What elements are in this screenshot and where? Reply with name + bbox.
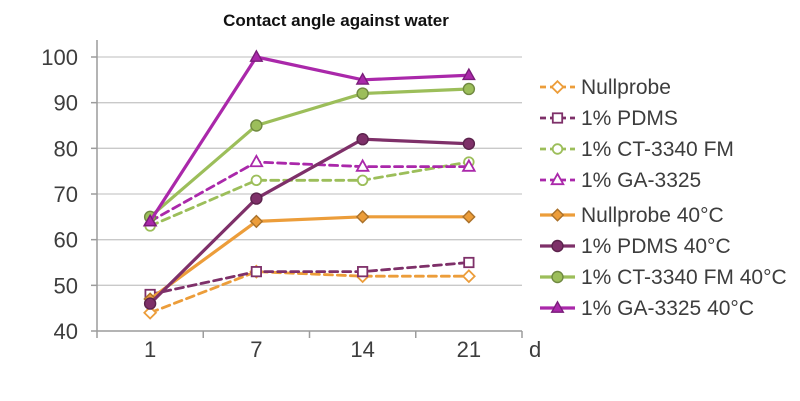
marker-circle — [551, 239, 564, 253]
series-1-ga-3325 — [142, 153, 477, 227]
x-tick-label: 1 — [144, 337, 156, 362]
marker-circle — [462, 82, 476, 96]
legend-item-label: 1% CT-3340 FM 40°C — [581, 266, 787, 289]
legend-item: Nullprobe 40°C — [540, 204, 724, 227]
series-nullprobe — [143, 264, 476, 320]
marker-triangle — [249, 153, 264, 168]
series-line — [148, 270, 471, 315]
series-line — [148, 160, 471, 228]
marker-circle — [250, 174, 263, 187]
marker-diamond — [550, 79, 565, 95]
marker-square — [551, 112, 564, 124]
series-line — [148, 55, 471, 223]
legend-item-label: 1% PDMS — [581, 107, 678, 130]
x-tick-label: 7 — [250, 337, 262, 362]
series-plot — [142, 49, 477, 320]
marker-diamond — [249, 214, 264, 229]
marker-diamond — [461, 269, 476, 284]
legend: Nullprobe 1% PDMS 1% CT-3340 FM 1% GA-3325 N… — [540, 76, 787, 320]
marker-diamond — [143, 305, 158, 320]
marker-circle — [356, 132, 369, 146]
y-tick-label: 80 — [54, 136, 78, 161]
series-1-ga-3325-40-c — [143, 49, 476, 227]
series-line — [148, 215, 471, 301]
series-1-ct-3340-fm-40-c — [143, 82, 476, 224]
marker-circle — [462, 137, 476, 150]
x-tick-label: 14 — [350, 337, 374, 362]
marker-triangle — [550, 300, 565, 313]
marker-triangle — [143, 213, 158, 227]
series-1-pdms-40-c — [143, 132, 476, 310]
legend-item: 1% CT-3340 FM 40°C — [540, 266, 787, 289]
series-line — [148, 137, 471, 306]
marker-circle — [356, 174, 369, 187]
legend-item: Nullprobe — [540, 76, 671, 99]
marker-triangle — [355, 158, 370, 172]
y-tick-label: 70 — [54, 182, 78, 207]
legend-item-label: 1% GA-3325 40°C — [581, 297, 754, 320]
legend-item: 1% GA-3325 — [540, 169, 701, 192]
series-line — [148, 160, 471, 223]
axis-tick-labels: 40 50 60 70 80 90 100 1 7 14 21 — [41, 45, 481, 362]
y-tick-label: 50 — [54, 273, 78, 298]
legend-item: 1% CT-3340 FM — [540, 138, 734, 161]
marker-square — [250, 266, 262, 278]
marker-square — [357, 266, 369, 278]
y-tick-label: 90 — [54, 91, 78, 116]
marker-diamond — [550, 208, 565, 222]
legend-item: 1% PDMS — [540, 107, 678, 130]
marker-triangle — [249, 49, 264, 62]
marker-circle — [551, 143, 564, 155]
marker-diamond — [355, 210, 370, 224]
marker-circle — [250, 192, 263, 205]
legend-item-label: 1% PDMS 40°C — [581, 235, 731, 258]
y-tick-label: 40 — [54, 319, 78, 344]
marker-triangle — [550, 171, 565, 186]
series-line — [148, 261, 471, 296]
marker-square — [463, 256, 475, 269]
gridlines — [97, 56, 522, 286]
y-tick-label: 100 — [41, 45, 78, 70]
legend-item-label: 1% CT-3340 FM — [581, 138, 734, 161]
y-tick-label: 60 — [54, 228, 78, 253]
x-tick-label: 21 — [457, 337, 481, 362]
legend-item-label: 1% GA-3325 — [581, 169, 701, 192]
marker-triangle — [355, 72, 370, 85]
legend-item: 1% GA-3325 40°C — [540, 297, 754, 320]
series-line — [148, 87, 471, 219]
legend-item-label: Nullprobe — [581, 76, 671, 99]
axes — [91, 40, 523, 338]
marker-diamond — [462, 210, 476, 224]
series-nullprobe-40-c — [143, 210, 476, 306]
legend-item: 1% PDMS 40°C — [540, 235, 731, 258]
legend-item-label: Nullprobe 40°C — [581, 204, 724, 227]
marker-circle — [551, 270, 564, 284]
marker-circle — [250, 119, 263, 132]
marker-triangle — [461, 67, 476, 81]
chart-title: Contact angle against water — [223, 11, 449, 30]
marker-circle — [356, 87, 369, 100]
marker-circle — [143, 297, 157, 310]
x-axis-unit-label: d — [529, 337, 541, 362]
marker-triangle — [461, 158, 477, 172]
series-1-pdms — [144, 256, 475, 301]
